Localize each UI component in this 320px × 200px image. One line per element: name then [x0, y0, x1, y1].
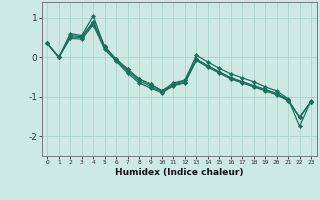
- X-axis label: Humidex (Indice chaleur): Humidex (Indice chaleur): [115, 168, 244, 177]
